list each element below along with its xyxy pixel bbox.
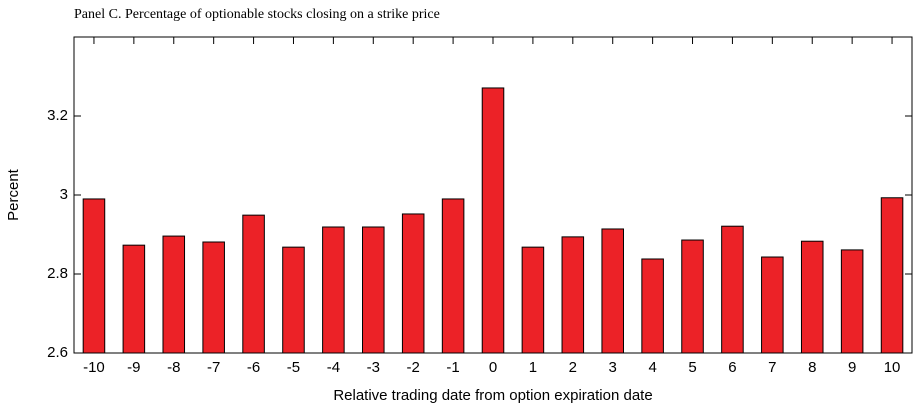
bar (242, 214, 265, 354)
bar (282, 246, 305, 354)
x-tick-label: 9 (848, 359, 856, 376)
bar (521, 246, 545, 354)
x-tick-label: 8 (808, 359, 816, 376)
y-tick-label: 2.6 (47, 344, 68, 361)
bar (362, 226, 385, 354)
bar (880, 197, 904, 354)
x-tick-label: -8 (167, 359, 180, 376)
bar (202, 241, 225, 354)
y-axis-label: Percent (5, 168, 22, 221)
y-tick-label: 3.2 (47, 107, 68, 124)
x-tick-label: -3 (367, 359, 380, 376)
bar (681, 239, 704, 354)
bar (322, 226, 345, 354)
bar (601, 228, 624, 354)
bar (800, 240, 824, 354)
x-tick-label: 6 (728, 359, 736, 376)
y-tick-label: 2.8 (47, 265, 68, 282)
bar (401, 213, 425, 354)
x-tick-label: 2 (569, 359, 577, 376)
bar (481, 87, 505, 354)
bar (441, 198, 465, 354)
x-tick-label: -5 (287, 359, 300, 376)
x-tick-label: 4 (648, 359, 656, 376)
bar (561, 236, 585, 354)
x-tick-label: -9 (127, 359, 140, 376)
x-tick-label: -10 (83, 359, 105, 376)
bar (761, 256, 784, 354)
x-tick-label: -1 (446, 359, 459, 376)
bar (82, 198, 106, 354)
y-tick-label: 3 (60, 186, 68, 203)
x-tick-label: 5 (688, 359, 696, 376)
bar (122, 244, 146, 354)
x-tick-label: 3 (609, 359, 617, 376)
x-tick-label: 1 (529, 359, 537, 376)
bar (641, 258, 664, 354)
x-tick-label: -7 (207, 359, 220, 376)
bar (721, 225, 744, 354)
x-tick-label: 0 (489, 359, 497, 376)
x-tick-label: -2 (407, 359, 420, 376)
chart-title: Panel C. Percentage of optionable stocks… (74, 7, 440, 22)
x-tick-label: -6 (247, 359, 260, 376)
bar (162, 235, 186, 354)
x-axis-label: Relative trading date from option expira… (333, 387, 652, 404)
x-tick-label: 7 (768, 359, 776, 376)
bar (840, 249, 864, 354)
x-tick-label: -4 (327, 359, 340, 376)
x-tick-label: 10 (884, 359, 901, 376)
